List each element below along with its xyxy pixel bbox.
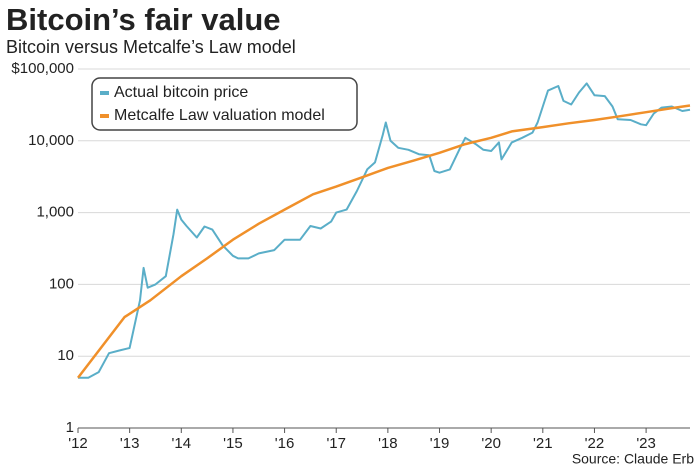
x-tick-label: '15 (223, 435, 243, 452)
chart-title: Bitcoin’s fair value (6, 2, 281, 37)
series-line (78, 82, 691, 379)
x-tick-label: '17 (326, 435, 346, 452)
x-tick-label: '18 (378, 435, 398, 452)
y-tick-label: 1 (66, 419, 74, 436)
x-tick-label: '14 (172, 435, 192, 452)
x-tick-label: '21 (533, 435, 553, 452)
legend-box (91, 77, 358, 131)
x-tick-label: '20 (481, 435, 501, 452)
y-tick-label: 1,000 (36, 204, 74, 221)
chart-subtitle: Bitcoin versus Metcalfe’s Law model (6, 37, 296, 57)
x-tick-label: '19 (430, 435, 450, 452)
x-tick-label: '13 (120, 435, 140, 452)
x-tick-label: '22 (585, 435, 605, 452)
y-tick-label: 100 (49, 275, 74, 292)
series-line (77, 104, 691, 379)
source-note: Source: Claude Erb (572, 451, 694, 467)
y-tick-label: 10,000 (28, 132, 74, 149)
y-tick-label: $100,000 (11, 60, 74, 77)
legend-label: Actual bitcoin price (114, 84, 248, 101)
x-tick-label: '23 (636, 435, 656, 452)
legend-label: Metcalfe Law valuation model (114, 107, 325, 124)
x-tick-label: '16 (275, 435, 295, 452)
x-tick-label: '12 (68, 435, 88, 452)
y-tick-label: 10 (57, 347, 74, 364)
